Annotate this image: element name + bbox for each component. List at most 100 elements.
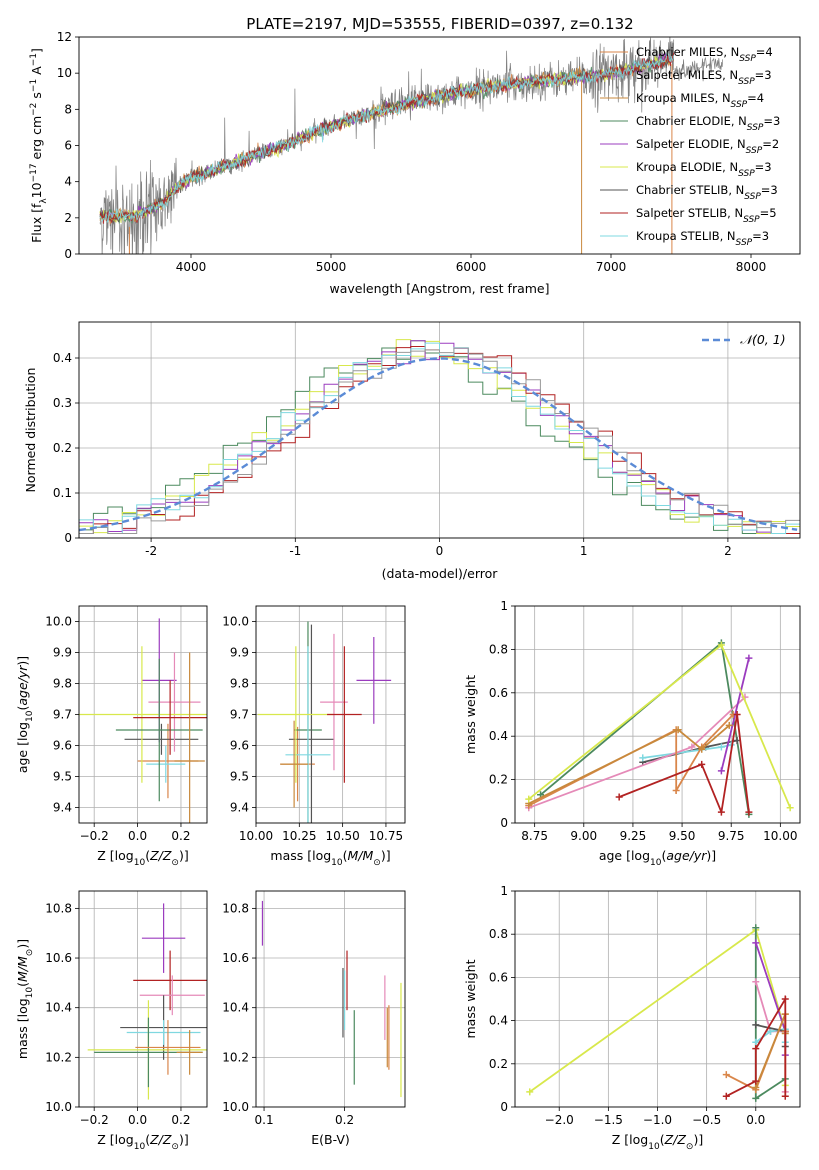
y-tick-label: 0.8: [489, 927, 508, 941]
y-tick-label: 10.0: [222, 1100, 249, 1114]
normal-curve: [79, 357, 798, 532]
weight-marker: [615, 793, 623, 801]
y-axis-label-part: 10: [25, 710, 35, 722]
model-spectrum-line: [99, 51, 675, 224]
y-axis-label-part: erg cm: [29, 116, 44, 164]
y-axis-label-part: )]: [15, 656, 30, 666]
x-tick-label: 2: [724, 544, 732, 558]
y-axis-label-part: Normed distribution: [23, 368, 38, 493]
weight-marker: [698, 745, 706, 753]
x-axis-label-part: )]: [706, 848, 716, 863]
x-axis-label-part: ⊙: [171, 1142, 179, 1152]
weight-marker: [722, 1092, 730, 1100]
y-axis-label-part: mass weight: [463, 675, 478, 754]
plot-area: [515, 606, 800, 823]
y-axis-label-part: )]: [15, 939, 30, 949]
x-tick-label: 9.50: [669, 829, 696, 843]
y-axis-label: mass weight: [463, 959, 478, 1038]
legend-entry-label: Kroupa ELODIE, N: [636, 160, 738, 174]
legend-entry: Kroupa STELIB, NSSP=3: [636, 229, 769, 248]
y-tick-label: 10.0: [222, 615, 249, 629]
y-tick-label: 0.4: [53, 351, 72, 365]
plot-area: [79, 606, 207, 823]
y-axis-label-part: (: [15, 706, 30, 711]
x-axis-label: (data-model)/error: [382, 566, 499, 581]
x-axis-label-part: Z/Z: [149, 848, 172, 863]
x-axis-label-part: )]: [179, 1132, 189, 1147]
x-axis-label: Z [log10(Z/Z⊙)]: [612, 1132, 703, 1152]
y-axis-label-part: age/yr: [15, 665, 30, 706]
y-tick-label: 0: [500, 816, 508, 830]
data-spectrum: [99, 37, 675, 254]
legend-entry: Chabrier MILES, NSSP=4: [636, 45, 773, 64]
legend-entry-label: Kroupa MILES, N: [636, 91, 731, 105]
weight-series-line: [618, 714, 750, 816]
weight-marker: [688, 743, 696, 751]
axes-residuals: -2 -1 0 1 2 0 0.1 0.2 0.3 0.4 (data-model)/error No…: [23, 321, 801, 581]
x-axis-label-part: ⊙: [373, 858, 381, 868]
y-tick-label: 10.8: [222, 901, 249, 915]
plot-area: [79, 322, 800, 538]
weight-marker: [717, 641, 725, 649]
x-tick-label: 10.00: [239, 829, 273, 843]
x-tick-label: 10.25: [282, 829, 316, 843]
legend-entry: Salpeter STELIB, NSSP=5: [636, 206, 777, 225]
y-tick-label: 9.5: [230, 770, 249, 784]
y-tick-label: 2: [64, 211, 72, 225]
x-axis-label-part: mass [log: [270, 848, 331, 863]
weight-series-line: [540, 641, 750, 815]
x-tick-label: 10.75: [369, 829, 403, 843]
x-tick-label: 0.0: [128, 1113, 147, 1127]
y-tick-label: 0: [500, 1100, 508, 1114]
y-tick-label: 4: [64, 175, 72, 189]
y-tick-label: 9.8: [53, 677, 72, 691]
x-tick-label: 10.00: [763, 829, 797, 843]
x-axis-label-part: age [log: [599, 848, 650, 863]
y-axis-label-part: ]: [29, 48, 44, 53]
x-axis-label-part: E(B-V): [311, 1132, 350, 1147]
y-axis-label-part: s: [29, 92, 44, 103]
legend-entry-suffix: =5: [760, 206, 777, 220]
histogram-step: [79, 339, 800, 538]
y-axis-label: mass weight: [463, 675, 478, 754]
x-axis-label: mass [log10(M/M⊙)]: [270, 848, 390, 868]
x-axis-label-part: )]: [693, 1132, 703, 1147]
y-tick-label: 0: [64, 247, 72, 261]
y-axis-label-part: (: [15, 982, 30, 987]
legend-entry-sub: SSP: [731, 100, 748, 110]
y-axis-label-part: M/M: [15, 956, 30, 982]
y-axis-label-part: Flux [f: [29, 203, 44, 243]
x-axis-label-part: )]: [381, 848, 391, 863]
y-tick-label: 10: [57, 66, 72, 80]
axes-mass_vs_Z: −0.2 0.0 0.210.010.210.410.610.8Z [log10(Z…: [15, 890, 208, 1152]
y-tick-label: 0.2: [489, 773, 508, 787]
y-tick-label: 10.4: [222, 1001, 249, 1015]
weight-marker: [752, 1021, 760, 1029]
legend-entry-sub: SSP: [747, 123, 764, 133]
legend-entry: Kroupa MILES, NSSP=4: [636, 91, 764, 110]
x-axis-label-part: Z/Z: [149, 1132, 172, 1147]
legend-entry-label: Chabrier MILES, N: [636, 45, 739, 59]
x-axis-label-part: M/M: [348, 848, 374, 863]
x-axis-label-part: 10: [331, 858, 343, 868]
y-tick-label: 10.2: [45, 1050, 72, 1064]
legend-entry-suffix: =3: [755, 68, 772, 82]
x-axis-label: Z [log10(Z/Z⊙)]: [97, 1132, 188, 1152]
y-axis-label-part: λ: [39, 198, 49, 204]
x-axis-label: age [log10(age/yr)]: [599, 848, 716, 868]
x-tick-label: 9.75: [718, 829, 745, 843]
legend-entry-sub: SSP: [743, 215, 760, 225]
y-tick-label: 10.0: [45, 1100, 72, 1114]
legend-entry-sub: SSP: [738, 77, 755, 87]
weight-marker: [639, 754, 647, 762]
y-axis-label-part: 10: [29, 182, 44, 198]
figure-title: PLATE=2197, MJD=53555, FIBERID=0397, z=0…: [246, 15, 633, 33]
y-tick-label: 9.4: [230, 801, 249, 815]
axes-age_vs_mass: 10.00 10.25 10.50 10.75 9.4 9.5 9.6 9.7 9.8 9.9 10…: [222, 605, 406, 868]
x-axis-label: E(B-V): [311, 1132, 350, 1147]
legend-entry: Chabrier STELIB, NSSP=3: [636, 183, 778, 202]
x-tick-label: 8000: [736, 260, 767, 274]
legend-entry-label: Chabrier STELIB, N: [636, 183, 744, 197]
y-tick-label: 9.4: [53, 801, 72, 815]
y-tick-label: 9.9: [53, 646, 72, 660]
